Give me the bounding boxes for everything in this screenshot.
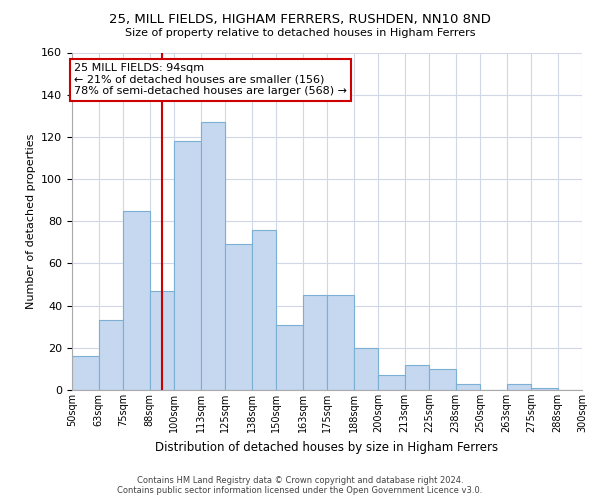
Text: Contains HM Land Registry data © Crown copyright and database right 2024.
Contai: Contains HM Land Registry data © Crown c… [118, 476, 482, 495]
Bar [174, 141, 200, 390]
Bar [98, 320, 123, 390]
Text: 25 MILL FIELDS: 94sqm
← 21% of detached houses are smaller (156)
78% of semi-det: 25 MILL FIELDS: 94sqm ← 21% of detached … [74, 63, 347, 96]
Bar [353, 348, 378, 390]
Bar [404, 364, 429, 390]
Bar [455, 384, 480, 390]
Bar [327, 295, 353, 390]
Bar [302, 295, 327, 390]
Bar [531, 388, 557, 390]
Bar [251, 230, 276, 390]
Bar [378, 375, 404, 390]
Bar [225, 244, 251, 390]
Bar [200, 122, 225, 390]
Text: Size of property relative to detached houses in Higham Ferrers: Size of property relative to detached ho… [125, 28, 475, 38]
Bar [72, 356, 98, 390]
Text: 25, MILL FIELDS, HIGHAM FERRERS, RUSHDEN, NN10 8ND: 25, MILL FIELDS, HIGHAM FERRERS, RUSHDEN… [109, 12, 491, 26]
Bar [429, 369, 455, 390]
Bar [123, 210, 149, 390]
Bar [506, 384, 531, 390]
Y-axis label: Number of detached properties: Number of detached properties [26, 134, 35, 309]
X-axis label: Distribution of detached houses by size in Higham Ferrers: Distribution of detached houses by size … [155, 440, 499, 454]
Bar [149, 291, 174, 390]
Bar [276, 324, 302, 390]
